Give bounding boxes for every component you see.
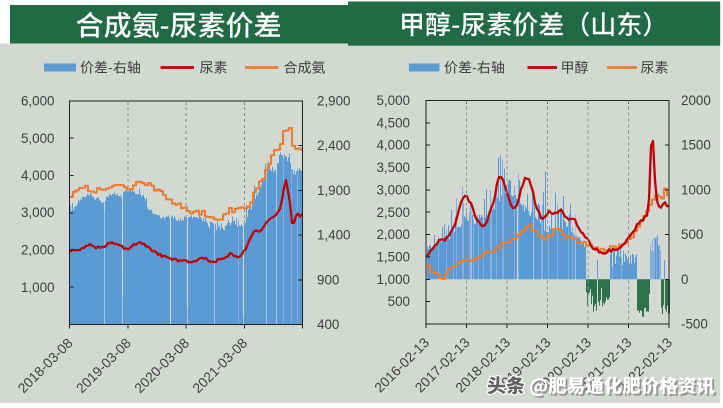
svg-text:3,000: 3,000: [376, 182, 410, 197]
svg-text:5,000: 5,000: [21, 131, 55, 146]
svg-text:500: 500: [388, 294, 410, 309]
svg-text:5,000: 5,000: [376, 93, 410, 108]
svg-text:6,000: 6,000: [21, 94, 55, 109]
svg-text:2000: 2000: [681, 93, 711, 108]
svg-text:2,400: 2,400: [317, 138, 351, 153]
svg-text:500: 500: [681, 227, 703, 242]
svg-text:1,000: 1,000: [376, 272, 410, 287]
svg-text:2,000: 2,000: [376, 227, 410, 242]
svg-text:4,000: 4,000: [376, 138, 410, 153]
svg-text:2,900: 2,900: [317, 94, 351, 109]
svg-text:1,000: 1,000: [21, 280, 55, 295]
svg-text:-500: -500: [681, 317, 708, 332]
svg-text:900: 900: [317, 272, 339, 287]
svg-text:0: 0: [681, 272, 688, 287]
svg-text:400: 400: [317, 317, 339, 332]
svg-text:3,000: 3,000: [21, 205, 55, 220]
svg-text:2,000: 2,000: [21, 243, 55, 258]
svg-text:3,500: 3,500: [376, 160, 410, 175]
svg-text:1000: 1000: [681, 182, 711, 197]
svg-text:1,400: 1,400: [317, 228, 351, 243]
svg-text:4,500: 4,500: [376, 115, 410, 130]
svg-text:1,900: 1,900: [317, 183, 351, 198]
svg-text:1500: 1500: [681, 138, 711, 153]
svg-text:1,500: 1,500: [376, 249, 410, 264]
svg-text:2,500: 2,500: [376, 205, 410, 220]
svg-text:4,000: 4,000: [21, 168, 55, 183]
